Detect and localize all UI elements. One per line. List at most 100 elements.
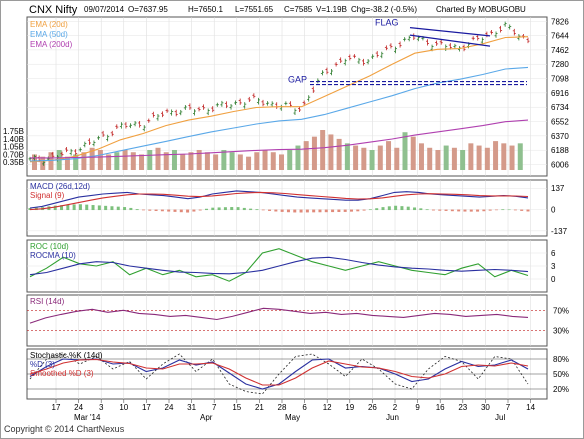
macd-histogram-bar xyxy=(110,206,114,211)
volume-bar xyxy=(328,134,334,170)
macd-histogram-bar xyxy=(211,207,215,211)
stoch-d-line xyxy=(29,358,529,390)
volume-bar xyxy=(336,138,342,170)
volume-bar xyxy=(221,150,227,170)
volume-bar xyxy=(435,150,441,170)
macd-histogram-bar xyxy=(205,208,209,211)
rocma-line xyxy=(29,256,529,276)
macd-histogram-bar xyxy=(305,209,309,213)
macd-histogram-bar xyxy=(501,209,505,211)
volume-bar xyxy=(73,154,79,170)
axis-labels: 17 24 3 10 17 24 31 7 15 21 28 6 12 19 26 2 9 16 23 30 7 14Ma… xyxy=(3,17,569,422)
roc-axis-label: 3 xyxy=(551,262,556,271)
macd-histogram-bar xyxy=(387,206,391,211)
volume-axis-label: 1.40B xyxy=(3,135,24,144)
macd-histogram-bar xyxy=(135,209,139,211)
header-high: H=7650.1 xyxy=(188,5,223,14)
macd-histogram-bar xyxy=(91,205,95,211)
macd-histogram-bar xyxy=(438,209,442,211)
volume-bar xyxy=(89,147,95,170)
month-label: Jun xyxy=(386,413,399,422)
stoch-legend-entry: Smoothed %D (3) xyxy=(30,369,94,378)
macd-histogram-bar xyxy=(53,205,57,211)
macd-histogram-bar xyxy=(280,209,284,212)
volume-bar xyxy=(377,145,383,170)
macd-histogram-bar xyxy=(217,207,221,211)
volume-bar xyxy=(468,143,474,170)
macd-histogram-bar xyxy=(72,204,76,211)
x-tick-label: 17 xyxy=(52,403,61,412)
macd-histogram-bar xyxy=(381,207,385,211)
macd-histogram-bar xyxy=(419,208,423,211)
symbol-title: CNX Nifty xyxy=(29,4,78,16)
roc-line xyxy=(29,248,529,282)
flag-top-line xyxy=(409,27,491,37)
stoch-axis-label: 80% xyxy=(553,355,569,364)
volume-bar xyxy=(484,147,490,170)
volume-bar xyxy=(147,150,153,170)
volume-bar xyxy=(410,136,416,170)
volume-bar xyxy=(303,141,309,170)
macd-axis-label: -137 xyxy=(551,227,568,236)
macd-histogram-bar xyxy=(104,205,108,211)
x-tick-label: 26 xyxy=(368,403,377,412)
macd-histogram-bar xyxy=(274,209,278,212)
x-tick-label: 28 xyxy=(278,403,287,412)
x-tick-label: 21 xyxy=(255,403,264,412)
volume-bar xyxy=(394,147,400,170)
macd-histogram-bar xyxy=(375,208,379,211)
volume-bar xyxy=(353,145,359,170)
rsi-axis-label: 30% xyxy=(553,327,569,336)
macd-axis-label: 137 xyxy=(551,184,565,193)
stoch-smoothed-d-line xyxy=(29,358,529,386)
macd-line xyxy=(29,190,529,209)
macd-histogram-bar xyxy=(406,206,410,211)
macd-histogram-bar xyxy=(349,209,353,212)
macd-legend-entry: MACD (26d,12d) xyxy=(30,182,90,191)
x-tick-label: 30 xyxy=(481,403,490,412)
ema-line-0 xyxy=(29,36,529,163)
stoch-axis-label: 20% xyxy=(553,385,569,394)
macd-histogram-bar xyxy=(318,209,322,213)
roc-legend-entry: ROC (10d) xyxy=(30,242,69,251)
macd-histogram-bar xyxy=(312,209,316,213)
flag-label: FLAG xyxy=(375,18,399,28)
x-tick-label: 6 xyxy=(302,403,307,412)
volume-axis-label: 0.35B xyxy=(3,158,24,167)
stoch-legend-entry: Stochastic %K (14d) xyxy=(30,351,103,360)
month-label: May xyxy=(285,413,300,422)
macd-histogram-bar xyxy=(186,209,190,213)
month-label: Jul xyxy=(495,413,505,422)
x-tick-label: 24 xyxy=(165,403,174,412)
price-legend-entry: EMA (50d) xyxy=(30,30,68,39)
price-legend-entry: EMA (200d) xyxy=(30,40,73,49)
macd-histogram-bar xyxy=(362,209,366,211)
price-axis-label: 7280 xyxy=(551,60,569,69)
price-axis-label: 7462 xyxy=(551,46,569,55)
macd-histogram-bar xyxy=(494,209,498,211)
macd-histogram-bar xyxy=(154,209,158,212)
volume-bar xyxy=(180,154,186,170)
price-axis-label: 6916 xyxy=(551,89,569,98)
volume-bar xyxy=(311,136,317,170)
charted-by: Charted By MOBUGOBU xyxy=(436,5,526,14)
macd-histogram-bar xyxy=(242,207,246,211)
rsi-axis-label: 70% xyxy=(553,306,569,315)
macd-histogram-bar xyxy=(293,209,297,213)
volume-bar xyxy=(369,150,375,170)
volume-bar xyxy=(163,152,169,170)
price-axis-label: 7826 xyxy=(551,17,569,26)
x-tick-label: 19 xyxy=(345,403,354,412)
macd-histogram-bar xyxy=(324,209,328,213)
x-tick-label: 15 xyxy=(232,403,241,412)
volume-bar xyxy=(427,147,433,170)
macd-histogram-bar xyxy=(249,208,253,211)
macd-histogram-bar xyxy=(198,209,202,211)
macd-histogram-bar xyxy=(236,207,240,211)
volume-bar xyxy=(32,154,37,170)
volume-bar xyxy=(155,147,161,170)
roc-axis-label: 6 xyxy=(551,249,556,258)
volume-bar xyxy=(171,150,177,170)
stoch-k-line xyxy=(29,353,529,395)
